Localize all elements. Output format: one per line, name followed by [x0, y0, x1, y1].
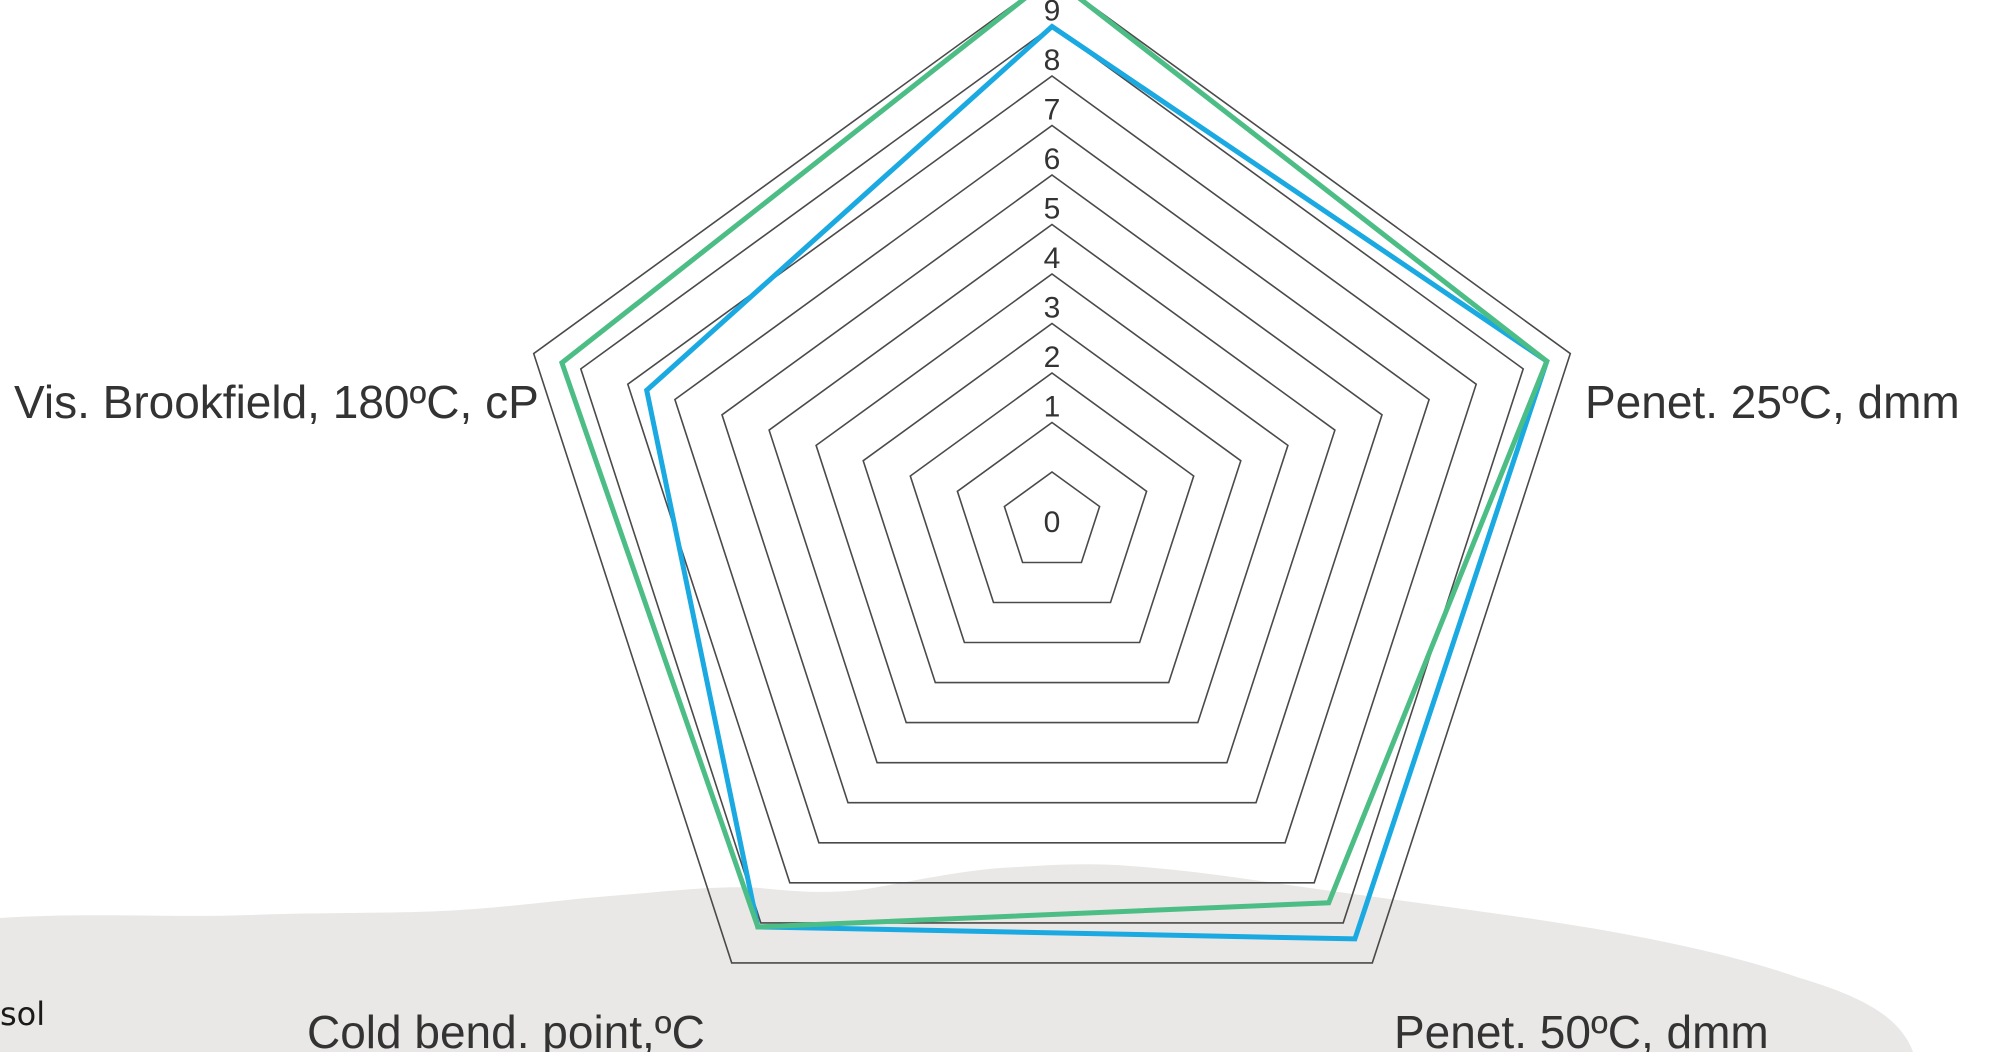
series-layer [558, 0, 1550, 942]
grid-ring-10 [532, 0, 1572, 964]
radial-tick-label-1: 1 [1044, 391, 1061, 424]
series-1-line [643, 23, 1550, 942]
grid-ring-1 [956, 421, 1148, 604]
radial-tick-label-8: 8 [1044, 44, 1061, 77]
grid-ring-3 [862, 322, 1242, 684]
grid-ring-6 [721, 174, 1383, 804]
corner-logo-text: sol [0, 995, 46, 1033]
axis-label-layer: Vis. Brookfield, 180ºC, cP Penet. 25ºC, d… [14, 376, 1960, 1057]
axis-label-3: Cold bend. point,ºC [307, 1006, 705, 1052]
radial-tick-label-4: 4 [1044, 242, 1061, 275]
tick-label-layer: 012345678910 [1044, 0, 1061, 539]
axis-label-0: Vis. Brookfield, 180ºC, cP [14, 376, 539, 428]
grid-ring-5 [768, 223, 1336, 764]
grid-ring-4 [815, 273, 1289, 724]
grid-ring-8 [626, 75, 1478, 884]
grid-ring-9 [579, 25, 1525, 924]
grid-ring-2 [909, 372, 1195, 644]
grid-layer [532, 0, 1572, 964]
radial-tick-label-6: 6 [1044, 143, 1061, 176]
radial-tick-label-2: 2 [1044, 341, 1061, 374]
grid-ring-7 [673, 124, 1431, 844]
grid-ring-0 [1003, 471, 1101, 564]
series-2-line [558, 0, 1550, 930]
background-terrain-shape [0, 864, 1913, 1052]
radial-tick-label-7: 7 [1044, 94, 1061, 127]
axis-label-1: Penet. 25ºC, dmm [1585, 376, 1960, 428]
axis-label-2: Penet. 50ºC, dmm [1394, 1006, 1769, 1052]
radial-tick-label-0: 0 [1044, 506, 1061, 539]
radial-tick-label-5: 5 [1044, 193, 1061, 226]
radial-tick-label-3: 3 [1044, 292, 1061, 325]
radial-tick-label-9: 9 [1044, 0, 1061, 28]
